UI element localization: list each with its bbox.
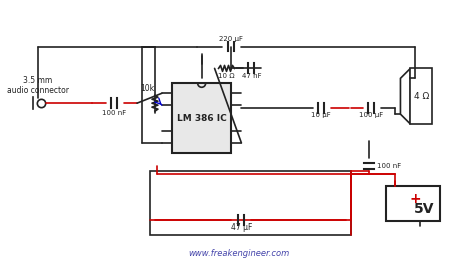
- Text: 47 μF: 47 μF: [231, 223, 252, 232]
- Bar: [150, 171, 351, 235]
- Polygon shape: [401, 68, 410, 124]
- Text: 100 nF: 100 nF: [376, 163, 401, 169]
- FancyBboxPatch shape: [172, 83, 231, 153]
- Text: 10 μF: 10 μF: [311, 112, 331, 118]
- Text: 10 Ω: 10 Ω: [218, 73, 235, 79]
- Text: 100 μF: 100 μF: [358, 112, 383, 118]
- Text: 220 μF: 220 μF: [219, 36, 244, 41]
- Text: 10k: 10k: [140, 84, 154, 93]
- Text: 5V: 5V: [413, 202, 434, 215]
- Text: 4 Ω: 4 Ω: [414, 92, 429, 101]
- Text: 47 nF: 47 nF: [242, 73, 261, 79]
- Bar: [385, 186, 440, 221]
- Text: www.freakengineer.com: www.freakengineer.com: [188, 249, 289, 258]
- Text: +: +: [409, 192, 420, 206]
- Text: 100 nF: 100 nF: [102, 110, 126, 116]
- Bar: [410, 68, 432, 124]
- Text: 3.5 mm
audio connector: 3.5 mm audio connector: [7, 76, 69, 95]
- Text: LM 386 IC: LM 386 IC: [177, 114, 227, 123]
